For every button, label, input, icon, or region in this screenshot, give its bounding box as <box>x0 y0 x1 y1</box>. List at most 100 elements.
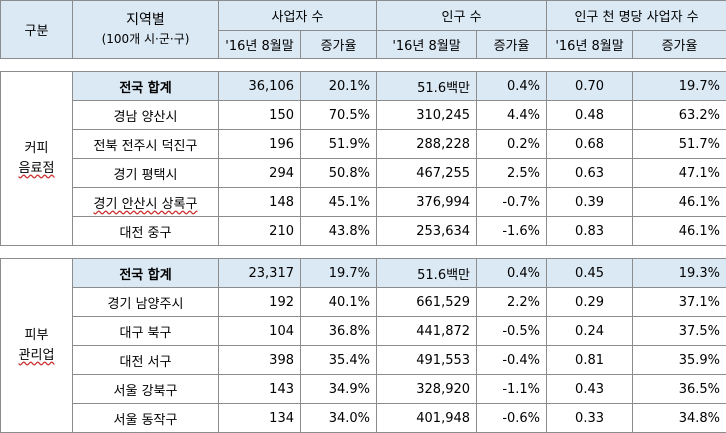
pop-cell: 310,245 <box>377 101 477 130</box>
biz-count-cell: 104 <box>219 317 301 346</box>
biz-count-cell: 210 <box>219 217 301 246</box>
region-text: 경기 안산시 상록구 <box>94 197 198 212</box>
pop-cell: 253,634 <box>377 217 477 246</box>
total-row: 피부 관리업 전국 합계 23,317 19.7% 51.6백만 0.4% 0.… <box>1 259 726 288</box>
per-cell: 0.43 <box>547 375 633 404</box>
per-cell: 0.24 <box>547 317 633 346</box>
table-row: 대전 중구 210 43.8% 253,634 -1.6% 0.83 46.1% <box>1 217 726 246</box>
pop-cell: 376,994 <box>377 188 477 217</box>
category-line2: 음료점 <box>1 159 72 179</box>
pop-rate-cell: 0.4% <box>477 72 547 101</box>
biz-rate-cell: 36.8% <box>301 317 377 346</box>
per-rate-cell: 19.3% <box>633 259 726 288</box>
pop-cell: 467,255 <box>377 159 477 188</box>
per-cell: 0.45 <box>547 259 633 288</box>
table-row: 전북 전주시 덕진구 196 51.9% 288,228 0.2% 0.68 5… <box>1 130 726 159</box>
pop-rate-cell: 4.4% <box>477 101 547 130</box>
per-cell: 0.29 <box>547 288 633 317</box>
per-rate-cell: 19.7% <box>633 72 726 101</box>
region-cell: 대구 북구 <box>73 317 219 346</box>
pop-cell: 491,553 <box>377 346 477 375</box>
region-cell: 경남 양산시 <box>73 101 219 130</box>
region-cell: 경기 남양주시 <box>73 288 219 317</box>
header-per-month: '16년 8월말 <box>547 31 633 59</box>
pop-rate-cell: -1.6% <box>477 217 547 246</box>
region-cell: 전국 합계 <box>73 72 219 101</box>
biz-rate-cell: 40.1% <box>301 288 377 317</box>
header-per-thousand: 인구 천 명당 사업자 수 <box>547 1 726 31</box>
table-row: 서울 강북구 143 34.9% 328,920 -1.1% 0.43 36.5… <box>1 375 726 404</box>
region-cell: 대전 서구 <box>73 346 219 375</box>
pop-rate-cell: -0.6% <box>477 404 547 433</box>
per-rate-cell: 35.9% <box>633 346 726 375</box>
biz-count-cell: 143 <box>219 375 301 404</box>
biz-rate-cell: 51.9% <box>301 130 377 159</box>
per-cell: 0.81 <box>547 346 633 375</box>
region-cell: 경기 안산시 상록구 <box>73 188 219 217</box>
category-cell: 피부 관리업 <box>1 259 73 433</box>
table-row: 대구 북구 104 36.8% 441,872 -0.5% 0.24 37.5% <box>1 317 726 346</box>
per-cell: 0.63 <box>547 159 633 188</box>
table-row: 대전 서구 398 35.4% 491,553 -0.4% 0.81 35.9% <box>1 346 726 375</box>
region-cell: 경기 평택시 <box>73 159 219 188</box>
pop-rate-cell: 0.2% <box>477 130 547 159</box>
biz-count-cell: 192 <box>219 288 301 317</box>
per-rate-cell: 51.7% <box>633 130 726 159</box>
biz-count-cell: 36,106 <box>219 72 301 101</box>
category-line1: 피부 <box>1 326 72 346</box>
pop-cell: 441,872 <box>377 317 477 346</box>
biz-count-cell: 398 <box>219 346 301 375</box>
per-rate-cell: 37.1% <box>633 288 726 317</box>
table-row: 서울 동작구 134 34.0% 401,948 -0.6% 0.33 34.8… <box>1 404 726 433</box>
table-row: 경남 양산시 150 70.5% 310,245 4.4% 0.48 63.2% <box>1 101 726 130</box>
per-rate-cell: 63.2% <box>633 101 726 130</box>
per-rate-cell: 47.1% <box>633 159 726 188</box>
header-row-top: 구분 지역별 (100개 시·군·구) 사업자 수 인구 수 인구 천 명당 사… <box>1 1 726 31</box>
per-cell: 0.70 <box>547 72 633 101</box>
header-category: 구분 <box>1 1 73 59</box>
per-rate-cell: 36.5% <box>633 375 726 404</box>
total-row: 커피 음료점 전국 합계 36,106 20.1% 51.6백만 0.4% 0.… <box>1 72 726 101</box>
biz-rate-cell: 20.1% <box>301 72 377 101</box>
pop-cell: 51.6백만 <box>377 72 477 101</box>
pop-rate-cell: -1.1% <box>477 375 547 404</box>
biz-rate-cell: 19.7% <box>301 259 377 288</box>
header-per-rate: 증가율 <box>633 31 726 59</box>
pop-rate-cell: 2.5% <box>477 159 547 188</box>
biz-count-cell: 148 <box>219 188 301 217</box>
biz-rate-cell: 35.4% <box>301 346 377 375</box>
region-cell: 서울 동작구 <box>73 404 219 433</box>
per-rate-cell: 46.1% <box>633 188 726 217</box>
pop-cell: 51.6백만 <box>377 259 477 288</box>
pop-cell: 401,948 <box>377 404 477 433</box>
header-pop-month: '16년 8월말 <box>377 31 477 59</box>
header-region: 지역별 (100개 시·군·구) <box>73 1 219 59</box>
pop-rate-cell: 2.2% <box>477 288 547 317</box>
biz-count-cell: 23,317 <box>219 259 301 288</box>
spacer-row <box>1 59 726 72</box>
header-businesses: 사업자 수 <box>219 1 377 31</box>
header-region-subtitle: (100개 시·군·구) <box>73 30 218 49</box>
header-biz-month: '16년 8월말 <box>219 31 301 59</box>
per-cell: 0.39 <box>547 188 633 217</box>
header-pop-rate: 증가율 <box>477 31 547 59</box>
biz-rate-cell: 45.1% <box>301 188 377 217</box>
pop-rate-cell: -0.5% <box>477 317 547 346</box>
pop-rate-cell: -0.4% <box>477 346 547 375</box>
per-cell: 0.33 <box>547 404 633 433</box>
category-cell: 커피 음료점 <box>1 72 73 246</box>
header-region-title: 지역별 <box>73 11 218 30</box>
header-biz-rate: 증가율 <box>301 31 377 59</box>
biz-count-cell: 134 <box>219 404 301 433</box>
pop-rate-cell: -0.7% <box>477 188 547 217</box>
per-rate-cell: 37.5% <box>633 317 726 346</box>
biz-rate-cell: 34.0% <box>301 404 377 433</box>
pop-rate-cell: 0.4% <box>477 259 547 288</box>
header-population: 인구 수 <box>377 1 547 31</box>
region-cell: 전북 전주시 덕진구 <box>73 130 219 159</box>
biz-count-cell: 150 <box>219 101 301 130</box>
category-line2: 관리업 <box>1 346 72 366</box>
spacer-row <box>1 246 726 259</box>
biz-rate-cell: 50.8% <box>301 159 377 188</box>
